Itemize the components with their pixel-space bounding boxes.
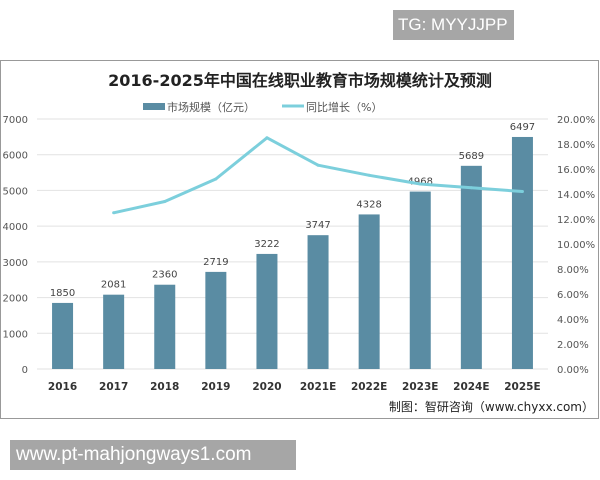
- bar-data-label: 2081: [101, 280, 126, 291]
- x-tick-label: 2022E: [351, 381, 387, 393]
- bar: [205, 271, 227, 369]
- bar: [52, 302, 74, 369]
- x-tick-label: 2020: [252, 381, 281, 393]
- source-note: 制图：智研咨询（www.chyxx.com）: [389, 399, 594, 414]
- bar: [358, 214, 380, 369]
- legend-bar-swatch: [143, 103, 165, 110]
- bar-data-label: 6497: [510, 122, 535, 133]
- bar-data-label: 4328: [356, 199, 381, 210]
- growth-point: [163, 200, 167, 203]
- bar-data-label: 5689: [459, 151, 484, 162]
- left-tick-label: 0: [22, 365, 28, 376]
- x-tick-label: 2017: [99, 381, 128, 393]
- left-tick-label: 2000: [3, 294, 28, 305]
- right-tick-label: 14.00%: [557, 190, 595, 201]
- right-tick-label: 4.00%: [557, 315, 589, 326]
- bar: [460, 165, 482, 369]
- chart-frame: [0, 60, 599, 419]
- right-tick-label: 20.00%: [557, 115, 595, 126]
- growth-point: [265, 136, 269, 140]
- right-tick-label: 18.00%: [557, 140, 595, 151]
- right-tick-label: 2.00%: [557, 340, 589, 351]
- growth-point: [520, 190, 524, 193]
- left-tick-label: 7000: [3, 115, 28, 126]
- growth-point: [214, 177, 218, 181]
- x-tick-label: 2016: [48, 381, 77, 393]
- bar-data-label: 3222: [254, 239, 279, 250]
- footer-banner: www.pt-mahjongways1.com: [10, 440, 296, 470]
- bar: [154, 284, 176, 369]
- left-tick-label: 1000: [3, 329, 28, 340]
- right-tick-label: 8.00%: [557, 265, 589, 276]
- x-tick-label: 2019: [201, 381, 230, 393]
- x-tick-label: 2025E: [504, 381, 540, 393]
- bar-data-label: 3747: [305, 220, 330, 231]
- left-tick-label: 4000: [3, 222, 28, 233]
- left-tick-label: 5000: [3, 186, 28, 197]
- growth-point: [367, 173, 371, 177]
- legend-line-label: 同比增长（%）: [306, 100, 382, 114]
- bar-data-label: 1850: [50, 288, 75, 299]
- x-tick-label: 2021E: [300, 381, 336, 393]
- bar: [103, 294, 125, 369]
- bar-data-label: 4968: [408, 177, 433, 188]
- left-tick-label: 6000: [3, 151, 28, 162]
- x-tick-label: 2024E: [453, 381, 489, 393]
- legend-bar-label: 市场规模（亿元）: [167, 100, 255, 114]
- growth-point: [112, 211, 116, 215]
- right-tick-label: 10.00%: [557, 240, 595, 251]
- x-tick-label: 2023E: [402, 381, 438, 393]
- left-tick-label: 3000: [3, 258, 28, 269]
- growth-point: [316, 163, 320, 167]
- right-tick-label: 0.00%: [557, 365, 589, 376]
- bar-data-label: 2719: [203, 257, 228, 268]
- bar: [409, 191, 431, 369]
- chart-title: 2016-2025年中国在线职业教育市场规模统计及预测: [108, 71, 492, 90]
- bar-data-label: 2360: [152, 270, 177, 281]
- growth-point: [418, 182, 422, 186]
- bar: [511, 136, 533, 369]
- corner-label: TG: MYYJJPP: [393, 10, 514, 40]
- x-tick-label: 2018: [150, 381, 179, 393]
- growth-point: [469, 186, 473, 190]
- right-tick-label: 12.00%: [557, 215, 595, 226]
- bar: [256, 253, 278, 369]
- right-tick-label: 16.00%: [557, 165, 595, 176]
- right-tick-label: 6.00%: [557, 290, 589, 301]
- bar: [307, 235, 329, 369]
